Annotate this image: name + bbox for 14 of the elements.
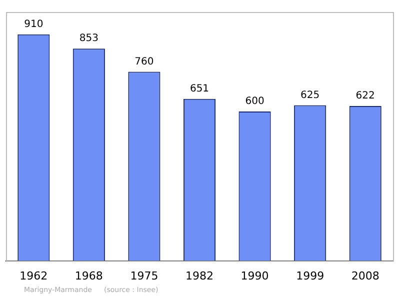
- x-tick-label: 1990: [240, 269, 269, 282]
- data-label: 910: [24, 18, 44, 30]
- data-label: 622: [356, 90, 375, 102]
- x-tick-label: 1982: [186, 269, 214, 282]
- data-label: 625: [300, 90, 320, 101]
- data-label: 651: [190, 83, 210, 94]
- x-tick-label: 2008: [351, 269, 380, 282]
- x-tick-label: 1968: [74, 269, 103, 282]
- x-tick-label: 1999: [296, 269, 324, 282]
- x-tick-label: 1962: [20, 269, 48, 282]
- data-label: 600: [245, 96, 264, 108]
- data-label: 760: [134, 56, 154, 68]
- x-tick-label: 1975: [130, 269, 158, 282]
- data-label: 853: [79, 33, 98, 44]
